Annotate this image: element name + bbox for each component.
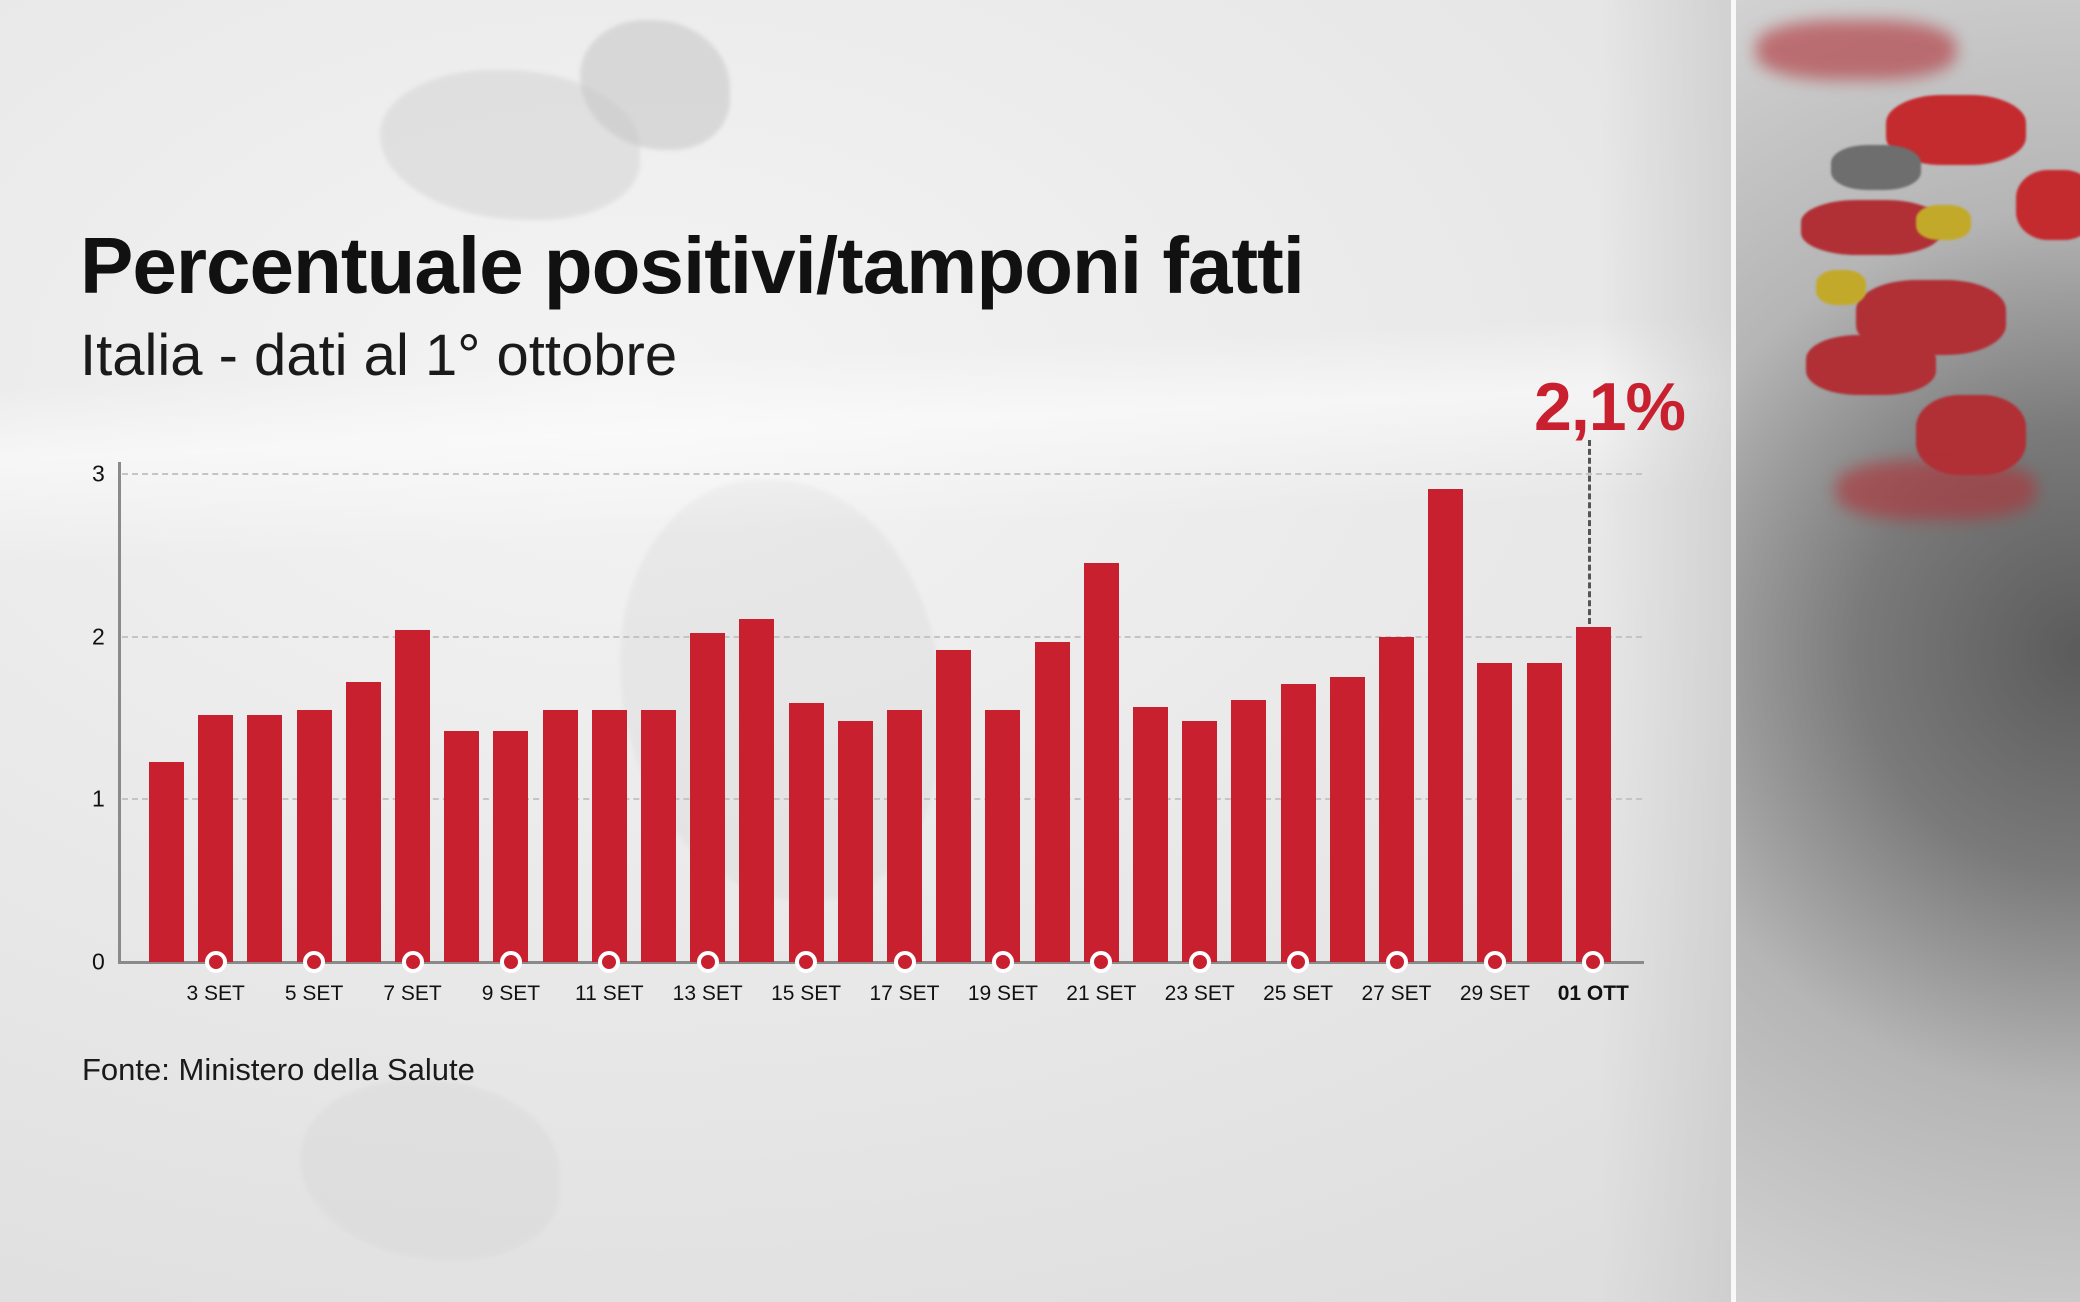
bar-3-set [198, 714, 234, 962]
bar-6-set [345, 682, 381, 962]
gridline [122, 635, 1642, 638]
x-tick-label: 5 SET [284, 982, 344, 1005]
x-tick-label: 11 SET [575, 982, 644, 1005]
bar-24-set [1231, 700, 1267, 962]
x-tick-marker [1582, 951, 1605, 973]
x-tick-label: 7 SET [383, 982, 442, 1005]
bar-20-set [1034, 641, 1070, 962]
x-tick-marker [1287, 951, 1310, 973]
source-note: Fonte: Ministero della Salute [82, 1052, 475, 1087]
bar-18-set [936, 649, 972, 962]
bar-26-set [1329, 677, 1365, 962]
bar-16-set [837, 721, 873, 962]
x-tick-marker [204, 951, 227, 973]
bar-13-set [690, 633, 726, 962]
bar-11-set [591, 709, 627, 962]
gridline [122, 473, 1642, 475]
bar-01-ott [1575, 626, 1611, 962]
y-tick-label: 2 [92, 623, 105, 650]
highlight-value: 2,1% [1534, 369, 1686, 445]
virus-blur [1600, 0, 1736, 1302]
bar-9-set [493, 731, 529, 962]
bar-2-set [149, 761, 184, 962]
bar-14-set [739, 618, 775, 962]
panel-divider [1731, 0, 1736, 1302]
bar-28-set [1428, 488, 1464, 962]
x-tick-label: 21 SET [1066, 982, 1137, 1005]
x-tick-marker [1188, 951, 1211, 973]
x-tick-label: 9 SET [481, 982, 541, 1005]
bar-12-set [641, 709, 676, 962]
x-tick-label: 13 SET [672, 982, 743, 1005]
y-tick-label: 3 [92, 460, 105, 487]
bar-7-set [395, 630, 430, 962]
bar-23-set [1182, 721, 1218, 962]
bar-15-set [788, 703, 824, 962]
bar-10-set [542, 709, 578, 962]
x-tick-marker [1483, 951, 1506, 973]
bar-25-set [1280, 683, 1316, 962]
x-tick-label: 01 OTT [1557, 982, 1629, 1005]
x-tick-label: 25 SET [1263, 982, 1334, 1005]
bar-8-set [444, 731, 480, 962]
y-axis [118, 462, 121, 964]
x-tick-marker [893, 951, 916, 973]
x-tick-marker [696, 951, 719, 973]
y-tick-label: 1 [92, 785, 105, 812]
x-tick-marker [303, 951, 326, 973]
map-continent [580, 20, 730, 150]
bar-19-set [985, 709, 1021, 962]
x-tick-label: 27 SET [1361, 982, 1432, 1005]
x-tick-marker [795, 951, 818, 973]
bar-4-set [247, 714, 283, 962]
x-axis [118, 961, 1644, 964]
chart-subtitle: Italia - dati al 1° ottobre [80, 323, 678, 388]
bar-22-set [1133, 706, 1168, 962]
x-tick-marker [1385, 951, 1408, 973]
bar-21-set [1083, 563, 1119, 962]
bar-5-set [296, 709, 332, 962]
virus-image [1736, 0, 2080, 1302]
y-tick-label: 0 [92, 948, 105, 975]
gridline [122, 798, 1642, 801]
x-tick-label: 23 SET [1164, 982, 1235, 1005]
bar-17-set [887, 709, 922, 962]
x-tick-marker [401, 951, 424, 973]
x-tick-label: 29 SET [1459, 982, 1530, 1005]
x-tick-marker [1090, 951, 1113, 973]
x-tick-label: 17 SET [869, 982, 940, 1005]
x-tick-label: 19 SET [967, 982, 1038, 1005]
x-tick-label: 3 SET [186, 982, 245, 1005]
map-continent [300, 1080, 560, 1260]
x-tick-marker [598, 951, 621, 973]
x-tick-marker [991, 951, 1014, 973]
x-tick-label: 15 SET [771, 982, 842, 1005]
bar-27-set [1379, 636, 1414, 962]
x-tick-marker [499, 951, 522, 973]
bar-30-set [1526, 662, 1562, 962]
bar-29-set [1477, 662, 1513, 962]
highlight-connector [1588, 440, 1591, 624]
chart-title: Percentuale positivi/tamponi fatti [80, 221, 1305, 310]
